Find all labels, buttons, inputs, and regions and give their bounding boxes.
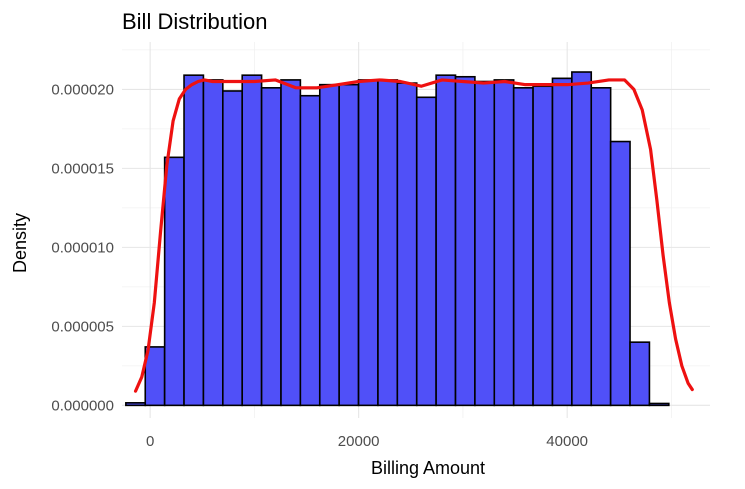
histogram-bar [241, 74, 263, 407]
histogram-bar [396, 82, 418, 407]
histogram-bar [629, 341, 651, 407]
y-axis-title: Density [10, 213, 30, 273]
histogram-bar [609, 140, 631, 407]
histogram-bar [260, 87, 282, 407]
x-axis-ticks: 0 20000 40000 [146, 433, 588, 450]
histogram-bar [512, 87, 534, 407]
histogram-bar [163, 156, 185, 407]
histogram-bar [493, 79, 515, 407]
density-curve [133, 78, 694, 393]
chart-title: Bill Distribution [122, 9, 268, 34]
y-tick-label: 0.000005 [51, 318, 114, 335]
histogram-bar [474, 80, 496, 407]
histogram-bar [454, 75, 476, 407]
histogram-bar [357, 79, 379, 407]
histogram-bar [280, 79, 302, 407]
histogram-bar [435, 74, 457, 407]
histogram-bar [648, 402, 670, 407]
histogram-bar [571, 71, 593, 407]
histogram-bars [125, 71, 670, 407]
histogram-bar [299, 94, 321, 407]
histogram-bar [338, 83, 360, 407]
y-axis-ticks: 0.000000 0.000005 0.000010 0.000015 0.000020 [51, 81, 114, 414]
histogram-bar [318, 83, 340, 407]
histogram-bar [551, 77, 573, 407]
x-tick-label: 0 [146, 433, 154, 450]
x-tick-label: 40000 [546, 433, 588, 450]
histogram-bar [222, 90, 244, 407]
histogram-bar [183, 74, 205, 407]
x-axis-title: Billing Amount [371, 458, 485, 478]
y-tick-label: 0.000000 [51, 397, 114, 414]
y-tick-label: 0.000015 [51, 160, 114, 177]
histogram-bar [125, 402, 147, 407]
y-tick-label: 0.000010 [51, 239, 114, 256]
histogram-bar [532, 85, 554, 407]
y-tick-label: 0.000020 [51, 81, 114, 98]
histogram-bar [202, 79, 224, 407]
histogram-bar [590, 87, 612, 407]
histogram-bar [377, 79, 399, 407]
x-tick-label: 20000 [338, 433, 380, 450]
histogram-bar [415, 96, 437, 407]
